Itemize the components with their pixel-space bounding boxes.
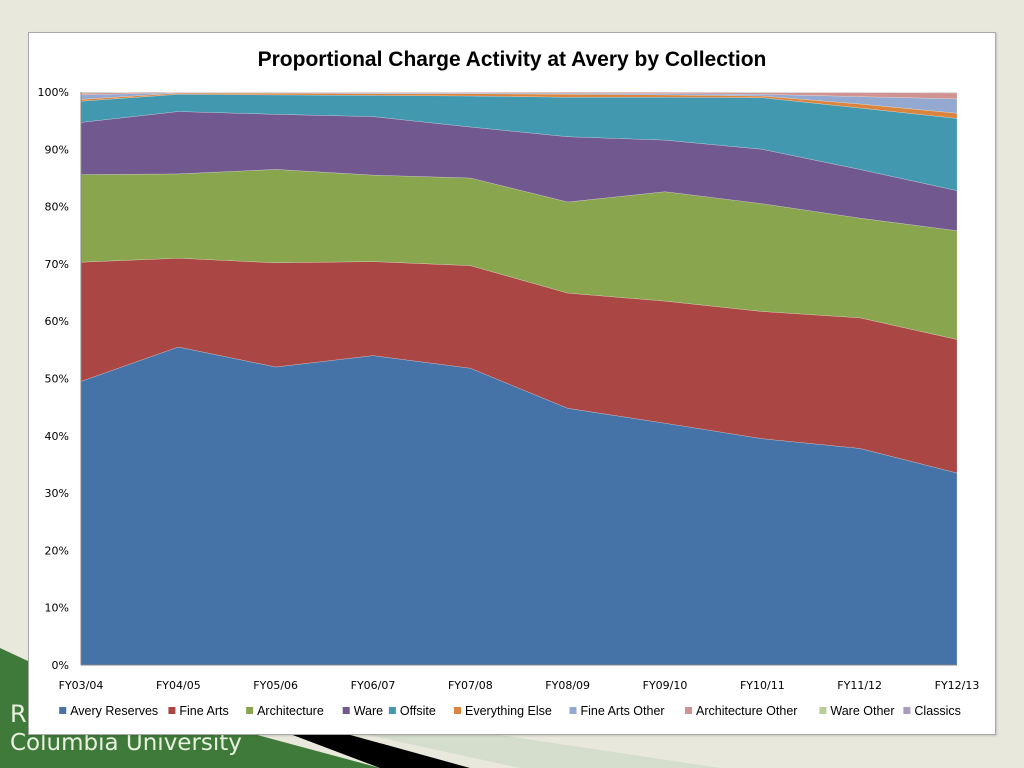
legend-label: Fine Arts Other (581, 704, 665, 718)
x-tick-label: FY08/09 (545, 679, 590, 692)
area-classics (80, 91, 958, 93)
y-tick-label: 60% (45, 315, 69, 328)
legend-swatch (246, 707, 254, 714)
legend-swatch (819, 707, 827, 714)
legend-item-fine-arts: Fine Arts (168, 704, 229, 718)
legend-swatch (388, 707, 396, 714)
slide-title: R (10, 700, 27, 728)
legend-swatch (569, 707, 577, 714)
x-tick-label: FY05/06 (253, 679, 298, 692)
legend-swatch (342, 707, 350, 714)
legend-label: Classics (914, 704, 961, 718)
chart: Proportional Charge Activity at Avery by… (38, 48, 980, 718)
legend-item-everything-else: Everything Else (454, 704, 552, 718)
legend: Avery Reserves Fine Arts Architecture Ware O… (59, 704, 961, 718)
y-tick-label: 10% (45, 602, 69, 615)
legend-item-ware-other: Ware Other (819, 704, 895, 718)
legend-swatch (168, 707, 176, 714)
legend-item-ware: Ware (342, 704, 383, 718)
y-tick-label: 30% (45, 487, 69, 500)
legend-label: Architecture Other (696, 704, 797, 718)
legend-swatch (903, 707, 911, 714)
x-tick-label: FY12/13 (935, 679, 980, 692)
legend-item-architecture: Architecture (246, 704, 324, 718)
x-axis: FY03/04 FY04/05 FY05/06 FY06/07 FY07/08 FY08/… (59, 664, 980, 692)
y-tick-label: 40% (45, 430, 69, 443)
legend-label: Ware (354, 704, 383, 718)
x-tick-label: FY03/04 (59, 679, 104, 692)
y-tick-label: 90% (45, 143, 69, 156)
x-tick-label: FY04/05 (156, 679, 201, 692)
legend-label: Everything Else (465, 704, 552, 718)
legend-item-avery-reserves: Avery Reserves (59, 704, 158, 718)
legend-swatch (685, 707, 692, 714)
legend-swatch (454, 707, 461, 714)
x-tick-label: FY06/07 (351, 679, 396, 692)
y-axis: 0% 10% 20% 30% 40% 50% 60% 70% 80% 90% 100% (38, 86, 82, 672)
y-tick-label: 20% (45, 544, 69, 557)
area-layers (80, 91, 958, 666)
legend-item-offsite: Offsite (388, 704, 436, 718)
chart-frame: Proportional Charge Activity at Avery by… (28, 32, 996, 735)
y-tick-label: 50% (45, 373, 69, 386)
y-tick-label: 0% (52, 659, 69, 672)
x-tick-label: FY11/12 (837, 679, 882, 692)
y-tick-label: 70% (45, 258, 69, 271)
legend-item-fine-arts-other: Fine Arts Other (569, 704, 665, 718)
chart-title: Proportional Charge Activity at Avery by… (258, 48, 767, 71)
legend-label: Offsite (400, 704, 436, 718)
legend-item-classics: Classics (903, 704, 961, 718)
y-tick-label: 100% (38, 86, 69, 99)
legend-swatch (59, 707, 67, 714)
x-tick-label: FY09/10 (643, 679, 688, 692)
x-tick-label: FY07/08 (448, 679, 493, 692)
y-tick-label: 80% (45, 201, 69, 214)
green-band (0, 648, 380, 768)
legend-label: Architecture (257, 704, 324, 718)
legend-label: Avery Reserves (70, 704, 158, 718)
legend-label: Ware Other (830, 704, 894, 718)
legend-label: Fine Arts (179, 704, 228, 718)
x-tick-label: FY10/11 (740, 679, 785, 692)
legend-item-architecture-other: Architecture Other (685, 704, 797, 718)
